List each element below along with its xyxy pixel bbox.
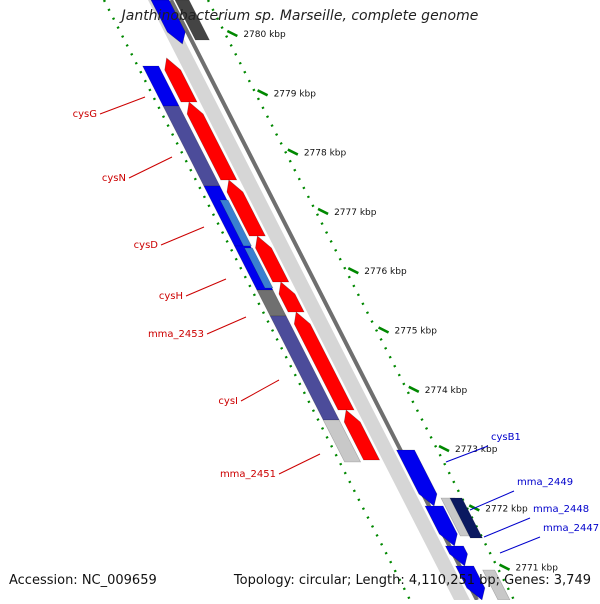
scale-tick-mark bbox=[257, 89, 269, 97]
backbone-line bbox=[169, 0, 479, 601]
gene-label-cysg: cysG bbox=[73, 109, 97, 120]
gene-label-leader bbox=[469, 490, 515, 511]
scale-tick-mark bbox=[498, 563, 511, 571]
gene-feature bbox=[150, 0, 186, 45]
scale-tick-label: 2775 kbp bbox=[395, 327, 438, 337]
gene-label-cysi: cysI bbox=[218, 396, 238, 407]
scale-tick-label: 2777 kbp bbox=[334, 208, 377, 218]
scale-tick-label: 2774 kbp bbox=[425, 386, 468, 396]
scale-tick-label: 2776 kbp bbox=[364, 267, 407, 277]
gene-label-leader bbox=[128, 156, 173, 179]
gene-label-mma-2448: mma_2448 bbox=[533, 504, 589, 515]
gene-label-leader bbox=[185, 278, 227, 297]
scale-tick-label: 2780 kbp bbox=[243, 30, 286, 40]
scale-tick-label: 2778 kbp bbox=[304, 149, 347, 159]
backbone bbox=[148, 0, 479, 601]
scale-tick-mark bbox=[438, 444, 450, 453]
backbone-band bbox=[148, 0, 470, 600]
gene-label-leader bbox=[483, 517, 531, 538]
gene-label-mma-2451: mma_2451 bbox=[220, 469, 276, 480]
gene-label-leader bbox=[240, 379, 280, 402]
accession-text: Accession: NC_009659 bbox=[9, 573, 157, 588]
gene-feature bbox=[424, 505, 458, 547]
genome-info-text: Topology: circular; Length: 4,110,251 bp… bbox=[233, 573, 591, 588]
gene-feature bbox=[455, 565, 486, 601]
scale-tick-label: 2771 kbp bbox=[516, 564, 559, 574]
dotted-guide-inner bbox=[102, 0, 412, 601]
scale-tick-mark bbox=[317, 207, 329, 216]
scale-tick-mark bbox=[287, 148, 299, 156]
gene-feature bbox=[174, 0, 210, 41]
gene-label-leader bbox=[445, 445, 489, 463]
gene-feature bbox=[243, 247, 274, 289]
gene-label-leader bbox=[278, 453, 321, 475]
map-title: Janthinobacterium sp. Marseille, complet… bbox=[121, 8, 479, 24]
gene-label-leader bbox=[160, 226, 205, 246]
gene-feature bbox=[449, 497, 483, 539]
gene-features bbox=[142, 0, 511, 601]
gene-labels: cysG cysN cysD cysH mma_2453 cysI mma_2451 cysB… bbox=[73, 96, 599, 554]
gene-feature bbox=[396, 449, 438, 507]
gene-label-leader bbox=[99, 96, 146, 115]
scale-tick-label: 2779 kbp bbox=[274, 89, 317, 99]
gene-label-leader bbox=[499, 536, 541, 554]
cds-feature bbox=[343, 409, 381, 461]
gene-label-cysb1: cysB1 bbox=[491, 432, 521, 443]
scale-tick-mark bbox=[226, 29, 238, 38]
scale-tick-mark bbox=[377, 326, 390, 334]
gene-label-cysn: cysN bbox=[102, 173, 126, 184]
gene-feature bbox=[219, 199, 252, 247]
scale-tick-mark bbox=[408, 385, 420, 393]
gene-label-cysh: cysH bbox=[159, 291, 183, 302]
gene-label-mma-2453: mma_2453 bbox=[148, 329, 204, 340]
gene-label-mma-2447: mma_2447 bbox=[543, 523, 599, 534]
scale-tick-label: 2772 kbp bbox=[485, 504, 528, 514]
gene-feature bbox=[322, 419, 362, 463]
gene-label-leader bbox=[206, 316, 247, 335]
scale-tick-mark bbox=[347, 267, 359, 275]
gene-label-mma-2449: mma_2449 bbox=[517, 477, 573, 488]
gene-feature bbox=[444, 545, 468, 567]
gene-label-cysd: cysD bbox=[134, 240, 159, 251]
